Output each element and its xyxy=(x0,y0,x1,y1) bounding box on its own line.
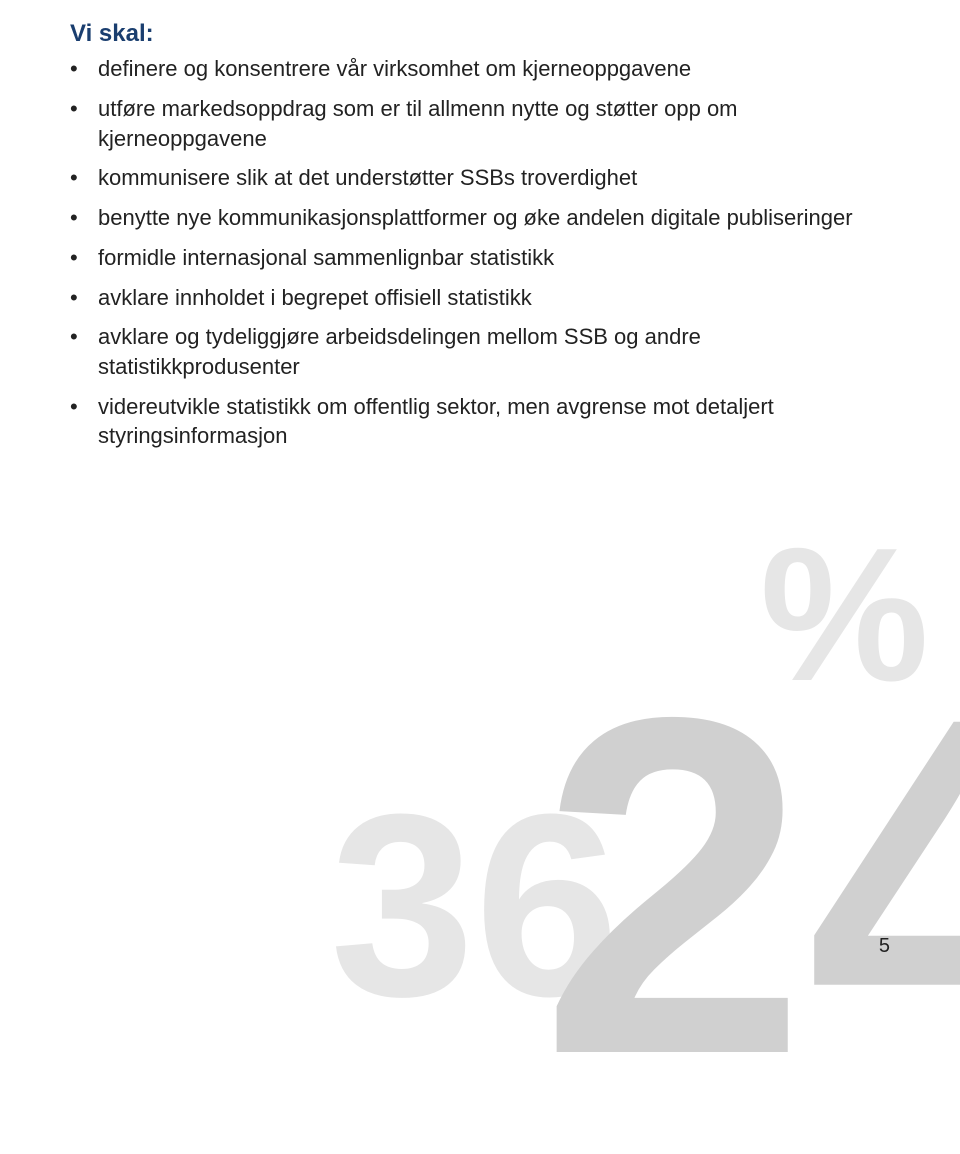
bullet-item: videreutvikle statistikk om offentlig se… xyxy=(70,392,890,451)
section-heading: Vi skal: xyxy=(70,18,890,50)
bullet-item: avklare og tydeliggjøre arbeidsdelingen … xyxy=(70,322,890,381)
bullet-item: utføre markedsoppdrag som er til allmenn… xyxy=(70,94,890,153)
bullet-item: benytte nye kommunikasjonsplattformer og… xyxy=(70,203,890,233)
bullet-item: formidle internasjonal sammenlignbar sta… xyxy=(70,243,890,273)
bullet-item: avklare innholdet i begrepet offisiell s… xyxy=(70,283,890,313)
bullet-item: definere og konsentrere vår virksomhet o… xyxy=(70,54,890,84)
decor-num-24: 24 xyxy=(540,646,960,1126)
page: Vi skal: definere og konsentrere vår vir… xyxy=(0,0,960,986)
content-block: Vi skal: definere og konsentrere vår vir… xyxy=(0,0,890,451)
bullet-list: definere og konsentrere vår virksomhet o… xyxy=(70,54,890,451)
bullet-item: kommunisere slik at det understøtter SSB… xyxy=(70,163,890,193)
page-number: 5 xyxy=(879,935,890,958)
